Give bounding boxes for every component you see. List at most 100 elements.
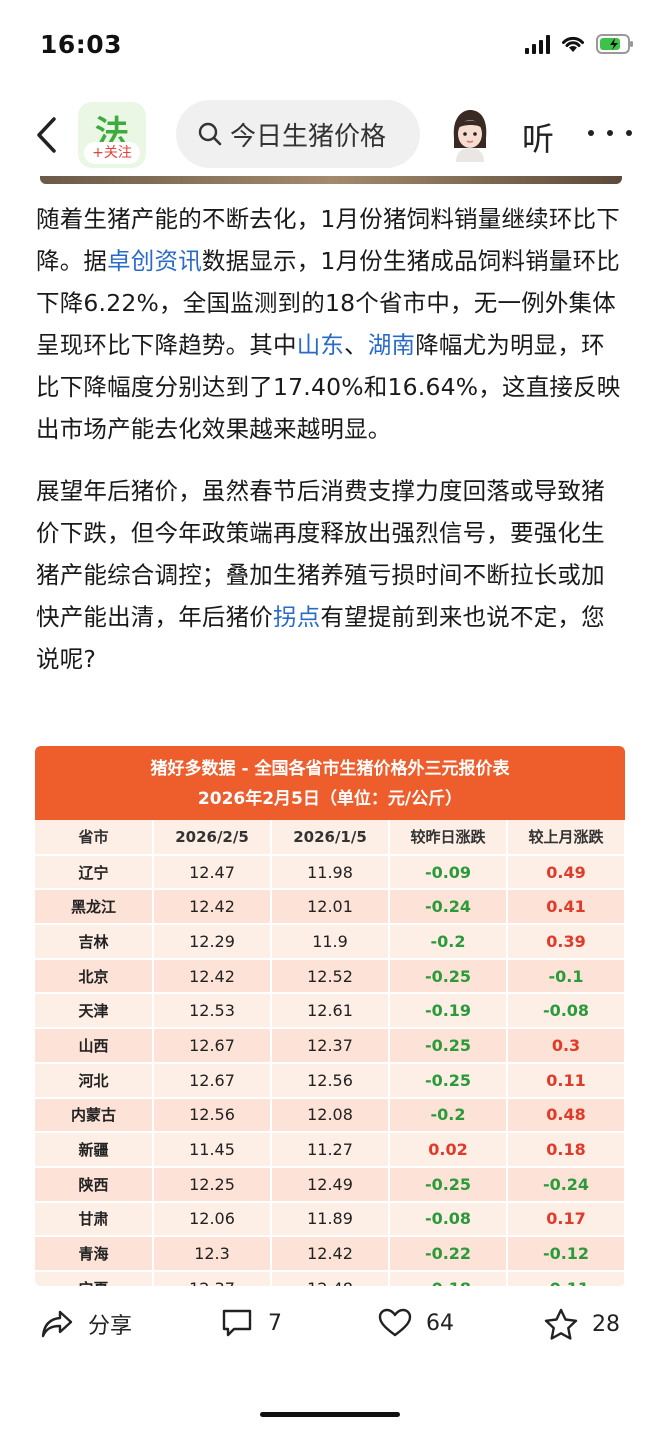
change-cell: 0.11 [507,1062,625,1099]
table-row: 北京 12.42 12.52 -0.25 -0.1 [35,958,625,995]
price-table-image[interactable]: 猪好多数据 - 全国各省市生猪价格外三元报价表 2026年2月5日（单位：元/公… [35,746,625,1286]
paragraph-text: 展望年后猪价，虽然春节后消费支撑力度回落或导致猪价下跌，但今年政策端再度释放出强… [36,477,605,631]
share-button[interactable]: 分享 [40,1308,132,1340]
listen-button[interactable]: 听 [522,120,555,158]
search-bar[interactable]: 今日生猪价格 [176,100,420,168]
table-row: 辽宁 12.47 11.98 -0.09 0.49 [35,854,625,891]
price-cell: 12.42 [153,889,272,926]
price-cell: 12.67 [153,1028,272,1064]
column-header: 2026/2/5 [153,820,272,856]
table-row: 青海 12.3 12.42 -0.22 -0.12 [35,1236,625,1272]
change-cell: -0.24 [507,1166,625,1203]
price-cell: 12.08 [271,1097,390,1134]
price-cell: 12.37 [271,1028,390,1064]
inline-link[interactable]: 卓创资讯 [107,247,202,275]
price-cell: 12.25 [153,1166,272,1203]
table-row: 吉林 12.29 11.9 -0.2 0.39 [35,924,625,960]
table-row: 陕西 12.25 12.49 -0.25 -0.24 [35,1166,625,1203]
change-cell: 0.49 [507,854,625,891]
paragraph-text: 数据显示，1月份生猪成品饲料销量环比下降6.22%，全国监测到的18个省市中，无… [36,247,620,359]
status-bar: 16:03 [0,0,660,96]
change-cell: -0.2 [389,924,508,960]
inline-link[interactable]: 湖南 [367,331,416,359]
table-row: 黑龙江 12.42 12.01 -0.24 0.41 [35,889,625,926]
province-cell: 宁夏 [35,1270,154,1286]
search-icon [198,122,222,146]
price-cell: 11.45 [153,1132,272,1168]
favorite-button[interactable]: 28 [544,1308,620,1340]
table-row: 甘肃 12.06 11.89 -0.08 0.17 [35,1201,625,1238]
back-button[interactable] [26,110,66,160]
change-cell: -0.25 [389,958,508,995]
price-cell: 11.27 [271,1132,390,1168]
price-table: 省市 2026/2/5 2026/1/5 较昨日涨跌 较上月涨跌 辽宁 12.47 11.9… [35,820,625,1286]
assistant-avatar-icon[interactable] [448,108,492,162]
province-cell: 北京 [35,958,154,995]
column-header: 省市 [35,820,154,856]
province-cell: 青海 [35,1236,154,1272]
inline-link[interactable]: 山东 [296,331,345,359]
search-query: 今日生猪价格 [230,121,387,152]
star-icon [544,1308,578,1340]
table-row: 天津 12.53 12.61 -0.19 -0.08 [35,993,625,1030]
change-cell: -0.18 [389,1270,508,1286]
article-body: 随着生猪产能的不断去化，1月份猪饲料销量继续环比下降。据卓创资讯数据显示，1月份… [36,198,626,680]
province-cell: 山西 [35,1028,154,1064]
price-cell: 11.9 [271,924,390,960]
province-cell: 辽宁 [35,854,154,891]
comment-button[interactable]: 7 [220,1308,282,1338]
home-indicator [260,1412,400,1417]
follow-button[interactable]: +关注 [84,142,140,164]
province-cell: 新疆 [35,1132,154,1168]
column-header: 较上月涨跌 [507,820,625,856]
table-header-row: 省市 2026/2/5 2026/1/5 较昨日涨跌 较上月涨跌 [35,820,625,856]
change-cell: -0.09 [389,854,508,891]
price-cell: 12.56 [153,1097,272,1134]
change-cell: -0.22 [389,1236,508,1272]
price-cell: 12.67 [153,1062,272,1099]
battery-icon [596,34,633,54]
more-button[interactable] [588,118,632,148]
price-cell: 12.37 [153,1270,272,1286]
top-nav: 法 +关注 今日生猪价格 听 [0,96,660,182]
change-cell: -0.25 [389,1166,508,1203]
price-cell: 12.61 [271,993,390,1030]
table-body: 辽宁 12.47 11.98 -0.09 0.49 黑龙江 12.42 12.01 -0.24 0… [35,854,625,1286]
change-cell: 0.41 [507,889,625,926]
change-cell: -0.19 [389,993,508,1030]
price-cell: 11.89 [271,1201,390,1238]
table-row: 山西 12.67 12.37 -0.25 0.3 [35,1028,625,1064]
change-cell: 0.02 [389,1132,508,1168]
change-cell: -0.11 [507,1270,625,1286]
change-cell: 0.17 [507,1201,625,1238]
column-header: 较昨日涨跌 [389,820,508,856]
change-cell: 0.48 [507,1097,625,1134]
price-cell: 12.52 [271,958,390,995]
province-cell: 天津 [35,993,154,1030]
province-cell: 陕西 [35,1166,154,1203]
change-cell: -0.24 [389,889,508,926]
price-cell: 11.98 [271,854,390,891]
status-time: 16:03 [40,30,123,59]
status-icons [525,34,634,54]
table-row: 内蒙古 12.56 12.08 -0.2 0.48 [35,1097,625,1134]
comment-count: 7 [268,1310,282,1336]
province-cell: 河北 [35,1062,154,1099]
table-row: 宁夏12.3712.48-0.18-0.11 [35,1270,625,1286]
chevron-left-icon [37,117,56,153]
change-cell: 0.18 [507,1132,625,1168]
change-cell: -0.25 [389,1062,508,1099]
price-cell: 12.29 [153,924,272,960]
share-label: 分享 [88,1314,133,1339]
inline-link[interactable]: 拐点 [273,603,321,631]
province-cell: 黑龙江 [35,889,154,926]
share-icon [41,1310,73,1338]
account-logo[interactable]: 法 +关注 [78,102,146,168]
paragraph-text: 有望提前到来也说不定，您说呢? [36,603,605,673]
more-dot-icon [607,130,613,136]
change-cell: -0.12 [507,1236,625,1272]
like-button[interactable]: 64 [378,1308,454,1338]
price-cell: 12.47 [153,854,272,891]
change-cell: -0.25 [389,1028,508,1064]
article-image-bottom-edge [40,176,622,184]
